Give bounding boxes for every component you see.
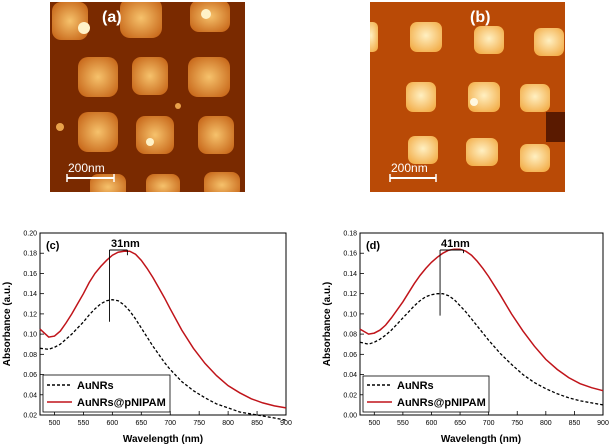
- y-tick-label: 0.02: [23, 413, 37, 420]
- x-tick-label: 850: [569, 420, 581, 427]
- x-tick-label: 900: [597, 420, 609, 427]
- absorbance-chart-d: 500 550 600 650 700 750 800 850 900 0.00 0.02 0.04 0…: [320, 228, 610, 445]
- y-tick-label: 0.08: [23, 352, 37, 359]
- plot-c-axes: 500 550 600 650 700 750 800 850 900 0.02 0.04 0.06 0…: [23, 231, 292, 428]
- plot-d-annotation: [439, 249, 464, 316]
- x-tick-label: 500: [49, 420, 61, 427]
- plot-d-annotation-label: 41nm: [441, 238, 470, 250]
- plot-c-xlabel: Wavelength (nm): [123, 434, 203, 445]
- afm-a-panel-label: (a): [102, 9, 122, 26]
- y-tick-label: 0.02: [343, 392, 357, 399]
- legend-d-aunrs-label: AuNRs: [397, 380, 434, 392]
- y-tick-label: 0.14: [343, 271, 357, 278]
- afm-b-scale-label: 200nm: [391, 161, 428, 175]
- plot-c-series: [39, 250, 287, 421]
- series-aunrs-line: [39, 299, 287, 421]
- x-tick-label: 800: [540, 420, 552, 427]
- y-tick-label: 0.18: [343, 231, 357, 238]
- y-tick-label: 0.08: [343, 332, 357, 339]
- y-tick-label: 0.00: [343, 413, 357, 420]
- y-tick-label: 0.04: [343, 372, 357, 379]
- x-tick-label: 900: [280, 420, 292, 427]
- x-tick-label: 600: [107, 420, 119, 427]
- x-tick-label: 550: [78, 420, 90, 427]
- plot-d-panel-label: (d): [366, 240, 380, 252]
- y-tick-label: 0.20: [23, 231, 37, 238]
- plot-c-legend: AuNRs AuNRs@pNIPAM: [42, 374, 171, 413]
- x-tick-label: 650: [454, 420, 466, 427]
- x-tick-label: 700: [164, 420, 176, 427]
- plot-d-ylabel: Absorbance (a.u.): [322, 282, 333, 366]
- afm-b-particles: [370, 22, 565, 172]
- series-aunrs-pnipam-line: [39, 250, 287, 409]
- afm-b-panel-label: (b): [470, 9, 490, 26]
- x-tick-label: 650: [135, 420, 147, 427]
- legend-d-coated-label: AuNRs@pNIPAM: [397, 397, 486, 409]
- x-tick-label: 800: [222, 420, 234, 427]
- x-tick-label: 500: [368, 420, 380, 427]
- x-tick-label: 850: [251, 420, 263, 427]
- y-tick-label: 0.12: [23, 311, 37, 318]
- afm-image-a: (a) 200nm: [50, 2, 245, 192]
- y-tick-label: 0.04: [23, 392, 37, 399]
- series-aunrs-pnipam-line: [359, 248, 604, 392]
- x-tick-label: 600: [426, 420, 438, 427]
- y-tick-label: 0.10: [343, 311, 357, 318]
- legend-c-coated-label: AuNRs@pNIPAM: [77, 397, 166, 409]
- afm-image-b: (b) 200nm: [370, 2, 565, 192]
- plot-d-xlabel: Wavelength (nm): [441, 434, 521, 445]
- y-tick-label: 0.14: [23, 291, 37, 298]
- y-tick-label: 0.06: [343, 352, 357, 359]
- y-tick-label: 0.16: [23, 271, 37, 278]
- legend-c-aunrs-label: AuNRs: [77, 380, 114, 392]
- plot-c-panel-label: (c): [46, 240, 60, 252]
- afm-a-scale-label: 200nm: [68, 161, 105, 175]
- plot-d-legend: AuNRs AuNRs@pNIPAM: [362, 375, 490, 413]
- y-tick-label: 0.16: [343, 251, 357, 258]
- absorbance-chart-c: 500 550 600 650 700 750 800 850 900 0.02 0.04 0.06 0…: [0, 228, 292, 445]
- y-tick-label: 0.06: [23, 372, 37, 379]
- y-tick-label: 0.12: [343, 291, 357, 298]
- afm-a-particles: [52, 2, 240, 192]
- y-tick-label: 0.10: [23, 332, 37, 339]
- plot-c-annotation-label: 31nm: [111, 238, 140, 250]
- plot-c-ylabel: Absorbance (a.u.): [2, 282, 13, 366]
- x-tick-label: 700: [483, 420, 495, 427]
- plot-c-annotation: [109, 249, 128, 322]
- y-tick-label: 0.18: [23, 251, 37, 258]
- plot-d-series: [359, 248, 604, 406]
- x-tick-label: 550: [397, 420, 409, 427]
- x-tick-label: 750: [193, 420, 205, 427]
- x-tick-label: 750: [511, 420, 523, 427]
